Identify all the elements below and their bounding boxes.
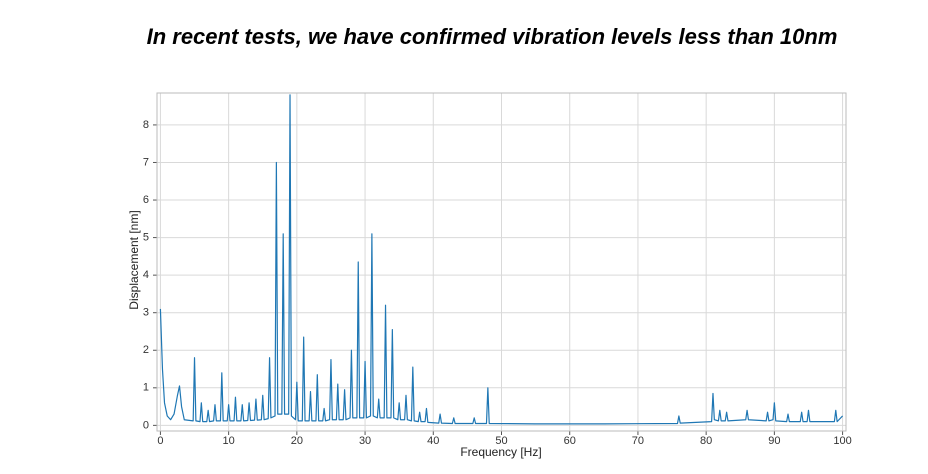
y-tick-label: 5 [143, 231, 149, 243]
y-axis-label: Displacement [nm] [127, 210, 141, 309]
y-tick-label: 2 [143, 344, 149, 356]
chart-title: In recent tests, we have confirmed vibra… [147, 24, 838, 49]
y-tick-label: 0 [143, 419, 149, 431]
x-tick-label: 70 [632, 435, 644, 447]
y-tick-label: 7 [143, 156, 149, 168]
x-tick-label: 10 [223, 435, 235, 447]
x-tick-label: 50 [495, 435, 507, 447]
x-tick-label: 0 [157, 435, 163, 447]
y-tick-label: 6 [143, 194, 149, 206]
y-tick-label: 3 [143, 307, 149, 319]
plot-frame [156, 92, 847, 432]
series-line [159, 94, 844, 425]
x-tick-label: 60 [564, 435, 576, 447]
x-tick-label: 20 [291, 435, 303, 447]
x-axis-label: Frequency [Hz] [460, 445, 541, 459]
x-tick-label: 30 [359, 435, 371, 447]
x-tick-label: 90 [768, 435, 780, 447]
x-tick-label: 40 [427, 435, 439, 447]
y-tick-label: 4 [143, 269, 149, 281]
x-tick-label: 100 [833, 435, 851, 447]
y-tick-label: 8 [143, 119, 149, 131]
x-tick-label: 80 [700, 435, 712, 447]
y-tick-label: 1 [143, 382, 149, 394]
